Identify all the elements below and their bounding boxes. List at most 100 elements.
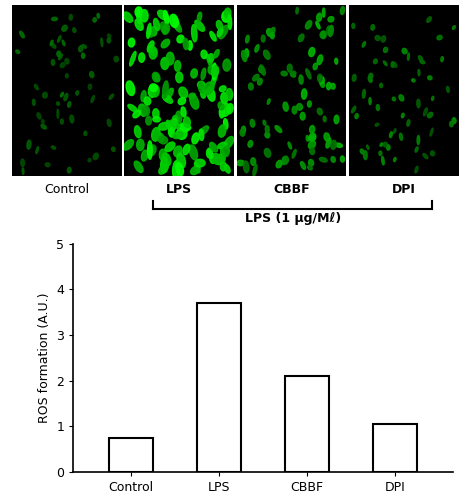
- Ellipse shape: [417, 99, 420, 108]
- Ellipse shape: [275, 126, 282, 133]
- Ellipse shape: [418, 70, 420, 76]
- Ellipse shape: [212, 66, 219, 77]
- Ellipse shape: [199, 129, 204, 141]
- Ellipse shape: [65, 59, 69, 64]
- Ellipse shape: [415, 166, 418, 173]
- Ellipse shape: [170, 120, 180, 128]
- Ellipse shape: [61, 92, 64, 97]
- Ellipse shape: [174, 61, 181, 72]
- Ellipse shape: [251, 158, 255, 166]
- Ellipse shape: [300, 112, 305, 120]
- Ellipse shape: [452, 26, 456, 29]
- Ellipse shape: [70, 115, 74, 123]
- Ellipse shape: [437, 35, 442, 40]
- Ellipse shape: [179, 123, 189, 132]
- Ellipse shape: [214, 50, 219, 58]
- Ellipse shape: [266, 29, 273, 36]
- Ellipse shape: [137, 9, 141, 23]
- Ellipse shape: [88, 159, 91, 162]
- Ellipse shape: [176, 163, 183, 175]
- Ellipse shape: [264, 50, 270, 59]
- Ellipse shape: [399, 95, 404, 101]
- Ellipse shape: [208, 149, 213, 158]
- Ellipse shape: [177, 35, 184, 43]
- Ellipse shape: [181, 107, 186, 117]
- Ellipse shape: [166, 52, 174, 65]
- Ellipse shape: [207, 54, 212, 67]
- Ellipse shape: [371, 24, 374, 30]
- Ellipse shape: [415, 147, 418, 152]
- Ellipse shape: [261, 35, 265, 42]
- Ellipse shape: [242, 51, 247, 62]
- Ellipse shape: [428, 76, 432, 80]
- Ellipse shape: [135, 7, 142, 17]
- Ellipse shape: [310, 136, 316, 140]
- Ellipse shape: [309, 133, 316, 141]
- Ellipse shape: [322, 8, 325, 17]
- Ellipse shape: [226, 88, 233, 100]
- Ellipse shape: [62, 40, 65, 46]
- Ellipse shape: [219, 86, 226, 91]
- Ellipse shape: [52, 17, 57, 21]
- Ellipse shape: [383, 142, 387, 147]
- Ellipse shape: [126, 81, 135, 95]
- Ellipse shape: [383, 47, 388, 53]
- Ellipse shape: [165, 142, 175, 152]
- Ellipse shape: [108, 34, 111, 37]
- Ellipse shape: [431, 96, 434, 100]
- Ellipse shape: [375, 36, 380, 40]
- Ellipse shape: [50, 40, 53, 46]
- Ellipse shape: [128, 38, 135, 47]
- Ellipse shape: [157, 133, 164, 142]
- Ellipse shape: [265, 132, 270, 138]
- Ellipse shape: [52, 44, 56, 48]
- Ellipse shape: [401, 113, 404, 118]
- Ellipse shape: [319, 77, 324, 84]
- Ellipse shape: [148, 85, 156, 97]
- Ellipse shape: [43, 92, 47, 98]
- Ellipse shape: [379, 151, 382, 156]
- Ellipse shape: [223, 146, 229, 157]
- Ellipse shape: [154, 73, 160, 82]
- Ellipse shape: [246, 35, 249, 43]
- Ellipse shape: [241, 126, 246, 134]
- Ellipse shape: [331, 157, 336, 163]
- Ellipse shape: [427, 17, 431, 22]
- Ellipse shape: [260, 65, 265, 75]
- Ellipse shape: [152, 73, 160, 82]
- Ellipse shape: [173, 161, 180, 179]
- Ellipse shape: [281, 71, 287, 76]
- Ellipse shape: [380, 83, 383, 87]
- Ellipse shape: [317, 55, 323, 65]
- Ellipse shape: [380, 143, 383, 146]
- Ellipse shape: [210, 154, 216, 164]
- Ellipse shape: [191, 166, 200, 174]
- Ellipse shape: [153, 109, 159, 119]
- Ellipse shape: [219, 25, 228, 39]
- Ellipse shape: [58, 54, 63, 60]
- Ellipse shape: [430, 128, 433, 136]
- Ellipse shape: [223, 59, 231, 71]
- Ellipse shape: [164, 10, 169, 24]
- Ellipse shape: [368, 76, 372, 83]
- Ellipse shape: [197, 12, 202, 21]
- Ellipse shape: [180, 124, 191, 131]
- Ellipse shape: [253, 165, 257, 176]
- Ellipse shape: [152, 85, 159, 97]
- Ellipse shape: [147, 41, 154, 52]
- Ellipse shape: [37, 113, 41, 119]
- Ellipse shape: [61, 119, 64, 124]
- Ellipse shape: [227, 104, 233, 114]
- Ellipse shape: [222, 11, 230, 22]
- Text: DPI: DPI: [392, 183, 416, 196]
- Ellipse shape: [327, 82, 331, 90]
- Ellipse shape: [111, 147, 115, 152]
- Ellipse shape: [179, 87, 188, 98]
- Ellipse shape: [192, 133, 199, 144]
- Ellipse shape: [173, 132, 183, 139]
- Ellipse shape: [212, 154, 220, 164]
- Ellipse shape: [335, 143, 342, 148]
- Ellipse shape: [162, 153, 171, 166]
- Ellipse shape: [391, 62, 394, 67]
- Ellipse shape: [88, 84, 91, 89]
